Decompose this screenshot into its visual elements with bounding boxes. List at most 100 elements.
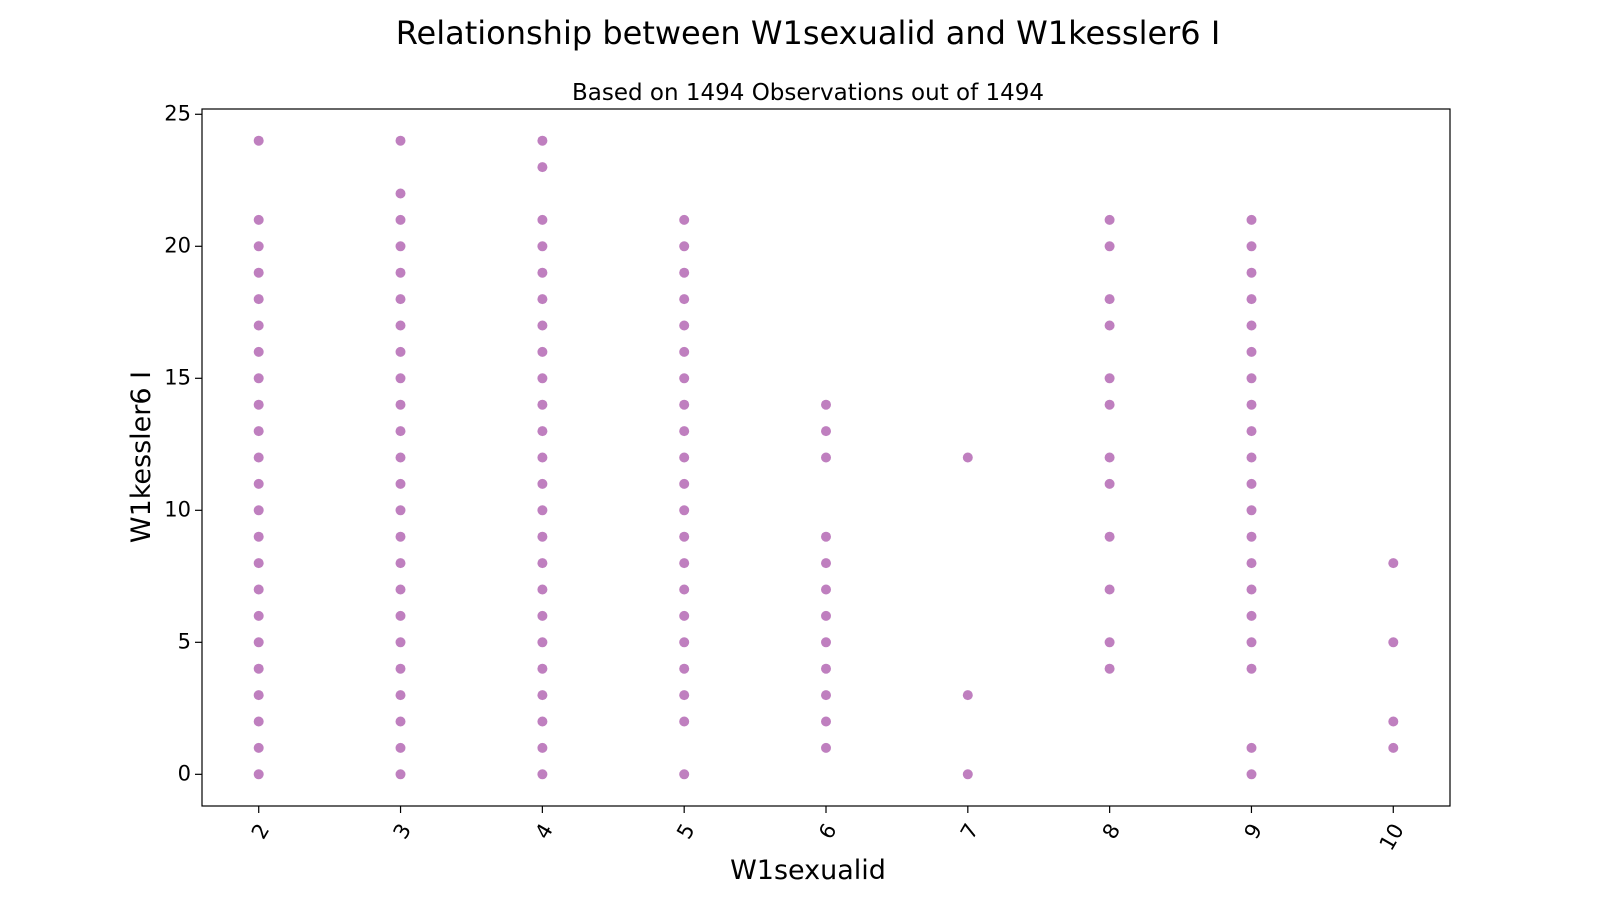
x-tick-label: 3 <box>389 820 416 844</box>
y-tick-label: 10 <box>164 497 191 521</box>
data-point <box>1104 214 1115 225</box>
data-point <box>395 742 406 753</box>
data-point <box>537 135 548 146</box>
data-point <box>679 663 690 674</box>
data-point <box>537 558 548 569</box>
data-point <box>537 267 548 278</box>
x-tick-label: 6 <box>814 820 841 844</box>
data-point <box>537 426 548 437</box>
data-point <box>253 663 264 674</box>
data-point <box>253 742 264 753</box>
data-points <box>253 135 1399 780</box>
data-point <box>679 320 690 331</box>
data-point <box>679 769 690 780</box>
data-point <box>537 663 548 674</box>
data-point <box>1104 241 1115 252</box>
data-point <box>1246 610 1257 621</box>
data-point <box>395 399 406 410</box>
data-point <box>821 426 831 437</box>
data-point <box>1246 769 1257 780</box>
data-point <box>253 690 264 701</box>
data-point <box>537 373 548 384</box>
data-point <box>679 531 690 542</box>
data-point <box>253 399 264 410</box>
data-point <box>537 584 548 595</box>
data-point <box>679 346 690 357</box>
data-point <box>253 478 264 489</box>
data-point <box>253 294 264 305</box>
data-point <box>537 399 548 410</box>
data-point <box>253 505 264 516</box>
data-point <box>1246 373 1257 384</box>
data-point <box>395 637 406 648</box>
data-point <box>253 241 264 252</box>
y-tick-label: 15 <box>164 365 191 389</box>
y-axis-label: W1kessler6 I <box>126 371 157 543</box>
x-tick-label: 4 <box>530 820 557 844</box>
data-point <box>395 690 406 701</box>
data-point <box>1104 663 1115 674</box>
data-point <box>1388 716 1399 727</box>
data-point <box>821 690 831 701</box>
data-point <box>679 584 690 595</box>
data-point <box>395 426 406 437</box>
data-point <box>962 452 973 463</box>
data-point <box>679 478 690 489</box>
data-point <box>537 294 548 305</box>
data-point <box>1104 373 1115 384</box>
data-point <box>679 373 690 384</box>
data-point <box>1246 531 1257 542</box>
data-point <box>395 478 406 489</box>
chart-subtitle: Based on 1494 Observations out of 1494 <box>572 80 1044 106</box>
data-point <box>253 135 264 146</box>
data-point <box>253 637 264 648</box>
data-point <box>395 610 406 621</box>
data-point <box>537 162 548 173</box>
data-point <box>537 241 548 252</box>
data-point <box>253 584 264 595</box>
data-point <box>821 663 831 674</box>
data-point <box>821 531 831 542</box>
data-point <box>1246 426 1257 437</box>
data-point <box>253 452 264 463</box>
data-point <box>537 531 548 542</box>
data-point <box>821 399 831 410</box>
chart-title: Relationship between W1sexualid and W1ke… <box>396 14 1221 52</box>
data-point <box>1104 531 1115 542</box>
data-point <box>679 610 690 621</box>
data-point <box>537 346 548 357</box>
data-point <box>821 584 831 595</box>
data-point <box>395 531 406 542</box>
data-point <box>253 267 264 278</box>
data-point <box>1388 558 1399 569</box>
data-point <box>537 505 548 516</box>
y-tick-label: 5 <box>178 629 191 653</box>
data-point <box>679 241 690 252</box>
data-point <box>253 558 264 569</box>
data-point <box>1104 294 1115 305</box>
data-point <box>537 742 548 753</box>
data-point <box>1246 663 1257 674</box>
data-point <box>537 214 548 225</box>
data-point <box>253 346 264 357</box>
data-point <box>679 399 690 410</box>
data-point <box>253 373 264 384</box>
x-tick-label: 5 <box>672 820 699 844</box>
data-point <box>1246 214 1257 225</box>
data-point <box>821 452 831 463</box>
data-point <box>537 478 548 489</box>
data-point <box>253 769 264 780</box>
data-point <box>395 320 406 331</box>
data-point <box>537 320 548 331</box>
axis-ticks: 2 3 4 5 6 7 8 9 10 0 5 10 15 20 25 <box>164 101 1409 854</box>
data-point <box>821 610 831 621</box>
data-point <box>679 716 690 727</box>
data-point <box>395 558 406 569</box>
data-point <box>1104 452 1115 463</box>
data-point <box>537 452 548 463</box>
data-point <box>1246 558 1257 569</box>
data-point <box>1246 742 1257 753</box>
data-point <box>395 373 406 384</box>
data-point <box>395 584 406 595</box>
